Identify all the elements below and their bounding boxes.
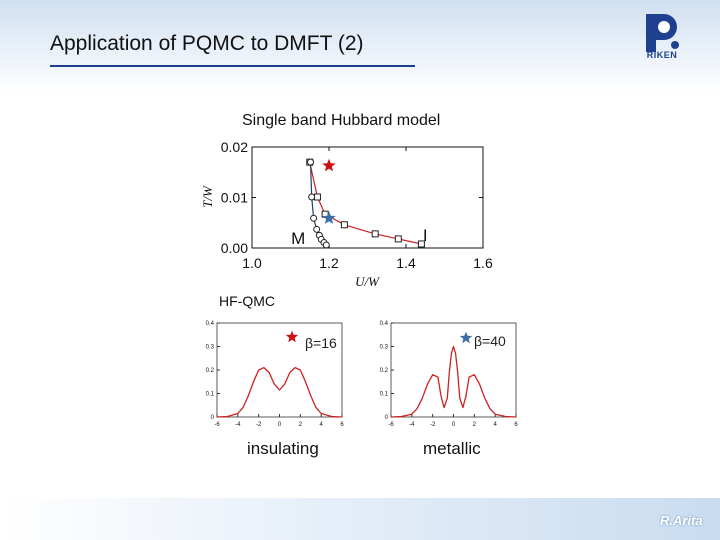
y-tick-label: 0.2 xyxy=(206,368,215,374)
y-tick-label: 0 xyxy=(211,415,215,421)
dos-legend-label: β=40 xyxy=(474,333,506,349)
data-point xyxy=(322,241,330,249)
x-tick-label: 2 xyxy=(473,422,477,428)
x-tick-label: 0 xyxy=(278,422,282,428)
footer-signature: R.Arita xyxy=(660,513,703,528)
x-tick-label: 2 xyxy=(299,422,303,428)
data-point xyxy=(417,240,425,248)
y-tick-label: 0.3 xyxy=(206,345,215,351)
insulating-label: insulating xyxy=(247,439,319,458)
phase-diagram-title: Single band Hubbard model xyxy=(242,112,441,129)
dos-curve xyxy=(216,366,343,418)
riken-logo-icon xyxy=(646,14,679,52)
y-tick-label: 0 xyxy=(385,415,389,421)
header-gradient xyxy=(0,0,720,95)
hf-qmc-label: HF-QMC xyxy=(219,293,275,309)
x-tick-label: 1.4 xyxy=(396,255,416,271)
series-line xyxy=(309,161,422,245)
data-point xyxy=(307,158,315,166)
x-tick-label: 0 xyxy=(452,422,456,428)
footer-gradient xyxy=(0,498,720,540)
logo-text: RIKEN xyxy=(646,50,678,60)
x-axis-label: U/W xyxy=(355,274,380,289)
phase-plot-frame xyxy=(251,146,484,249)
y-tick-label: 0.4 xyxy=(206,321,215,327)
title-underline xyxy=(50,65,415,67)
y-axis-label: T/W xyxy=(200,185,215,208)
x-tick-label: -6 xyxy=(388,422,394,428)
x-tick-label: -6 xyxy=(214,422,220,428)
star-marker xyxy=(322,158,336,172)
dos-beta40-chart: -6 -4 -2 0 2 4 6 0 0.1 0.2 0.3 0.4 β=40 xyxy=(380,321,519,428)
star-marker xyxy=(322,211,336,224)
phase-annotation: I xyxy=(423,226,428,245)
slide-title: Application of PQMC to DMFT (2) xyxy=(50,32,364,55)
x-tick-label: 6 xyxy=(340,422,344,428)
x-tick-label: -2 xyxy=(430,422,436,428)
x-tick-label: 4 xyxy=(319,422,323,428)
dos-beta16-chart: -6 -4 -2 0 2 4 6 0 0.1 0.2 0.3 0.4 β=16 xyxy=(206,321,345,428)
legend-star-marker xyxy=(459,331,473,344)
x-tick-label: -4 xyxy=(235,422,241,428)
data-point xyxy=(313,225,321,233)
y-tick-label: 0.1 xyxy=(206,392,215,398)
phase-diagram-chart: 1.0 1.2 1.4 1.6 0.00 0.01 0.02 U/W T/W M I xyxy=(200,139,493,289)
y-tick-label: 0.00 xyxy=(221,240,248,256)
x-tick-label: 1.2 xyxy=(319,255,339,271)
x-tick-label: -2 xyxy=(256,422,262,428)
data-point xyxy=(308,193,316,201)
x-tick-label: 4 xyxy=(493,422,497,428)
data-point xyxy=(394,235,402,243)
y-tick-label: 0.3 xyxy=(380,345,389,351)
x-tick-label: 1.0 xyxy=(242,255,262,271)
y-tick-label: 0.4 xyxy=(380,321,389,327)
x-tick-label: -4 xyxy=(409,422,415,428)
y-tick-label: 0.01 xyxy=(221,190,248,206)
data-point xyxy=(371,230,379,238)
dos-legend-label: β=16 xyxy=(305,335,337,351)
dos-curve xyxy=(390,345,517,418)
data-point xyxy=(313,193,321,201)
x-tick-label: 6 xyxy=(514,422,518,428)
metallic-label: metallic xyxy=(423,439,481,458)
y-tick-label: 0.2 xyxy=(380,368,389,374)
x-tick-label: 1.6 xyxy=(473,255,493,271)
legend-star-marker xyxy=(285,330,299,343)
data-point xyxy=(340,221,348,229)
phase-annotation: M xyxy=(291,229,305,248)
y-tick-label: 0.02 xyxy=(221,139,248,155)
y-tick-label: 0.1 xyxy=(380,392,389,398)
data-point xyxy=(310,214,318,222)
